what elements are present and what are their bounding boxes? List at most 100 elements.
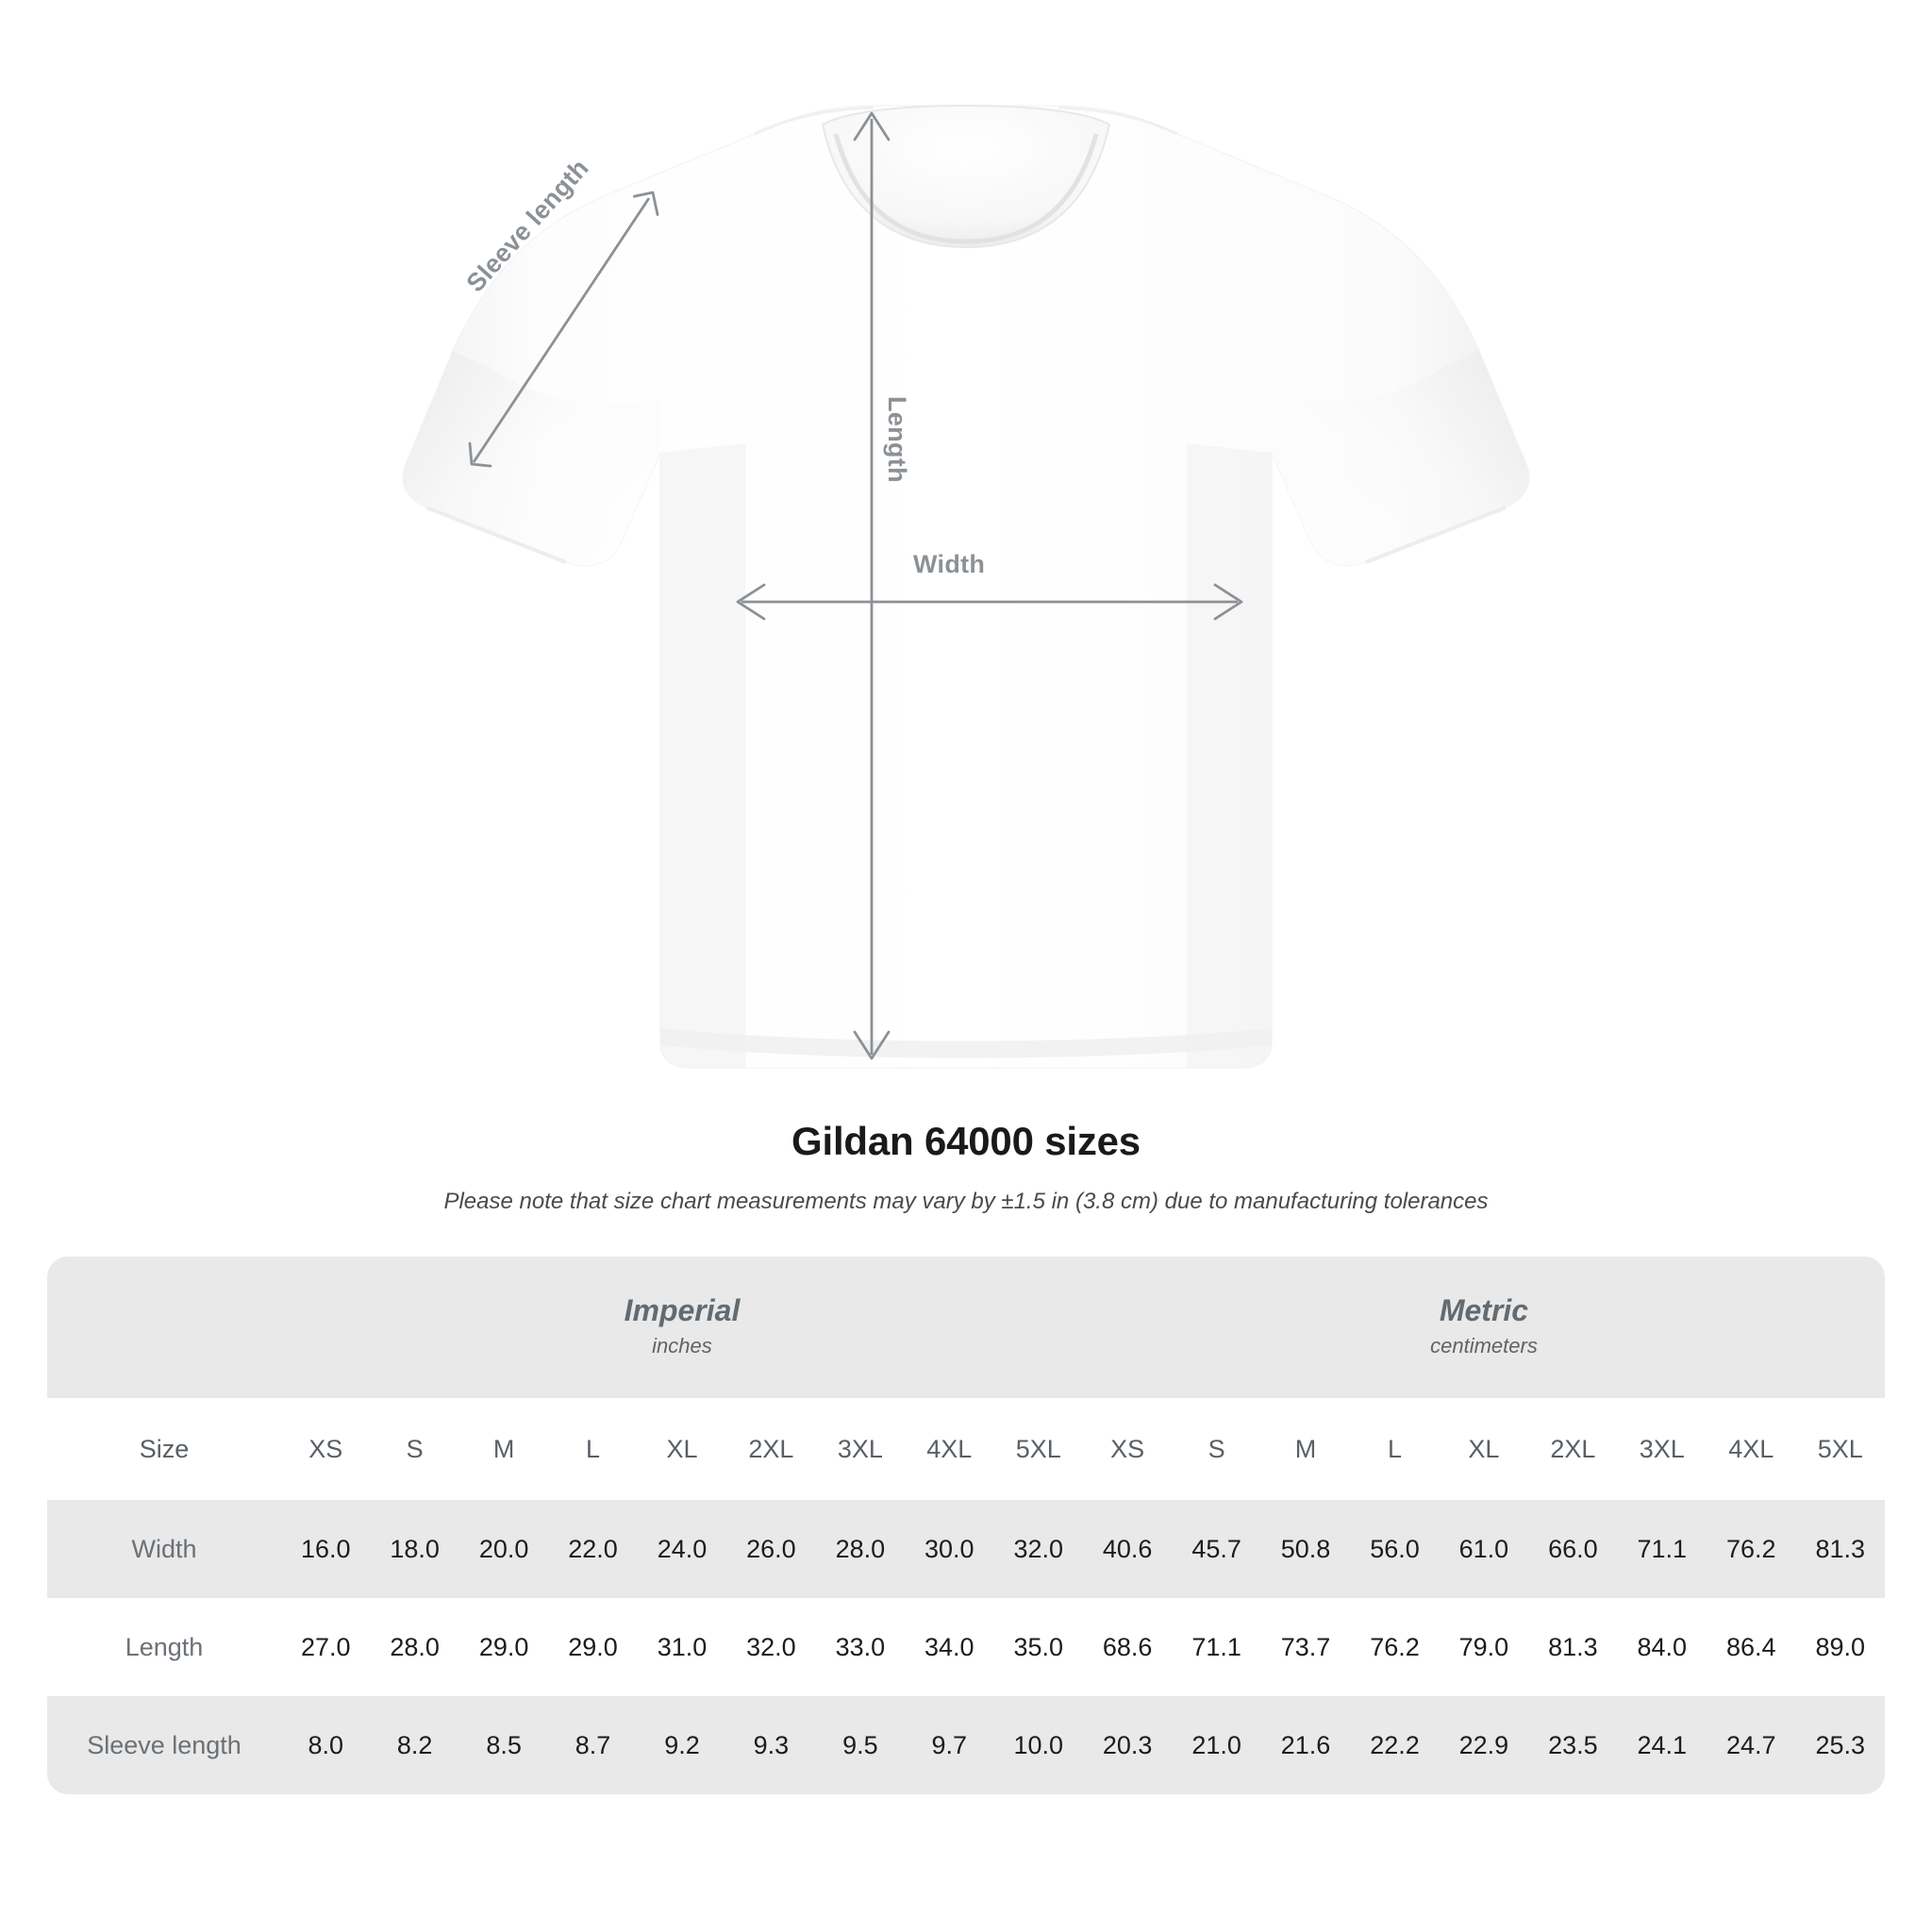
page-title: Gildan 64000 sizes <box>791 1119 1141 1163</box>
unit-group-sublabel: inches <box>652 1334 712 1358</box>
unit-group-sublabel: centimeters <box>1430 1334 1538 1358</box>
cell-metric-2xl: 23.5 <box>1528 1696 1618 1794</box>
size-row-header: Size <box>47 1398 281 1500</box>
cell-metric-xs: 40.6 <box>1082 1500 1173 1598</box>
cell-imperial-l: 22.0 <box>548 1500 638 1598</box>
cell-metric-m: 50.8 <box>1260 1500 1351 1598</box>
cell-metric-s: 21.0 <box>1172 1696 1261 1794</box>
size-column-header-metric-xl: XL <box>1439 1398 1529 1500</box>
cell-imperial-xs: 27.0 <box>281 1598 371 1696</box>
shirt-silhouette <box>402 104 1530 1069</box>
cell-imperial-l: 29.0 <box>548 1598 638 1696</box>
cell-imperial-5xl: 35.0 <box>993 1598 1083 1696</box>
unit-banner-row: Imperial inches Metric centimeters <box>47 1257 1885 1398</box>
cell-metric-xl: 22.9 <box>1439 1696 1529 1794</box>
cell-metric-4xl: 76.2 <box>1707 1500 1796 1598</box>
cell-imperial-3xl: 9.5 <box>815 1696 906 1794</box>
size-column-header-metric-2xl: 2XL <box>1528 1398 1618 1500</box>
unit-group-metric: Metric centimeters <box>1082 1257 1885 1398</box>
cell-imperial-2xl: 32.0 <box>726 1598 816 1696</box>
length-dimension-label: Length <box>883 396 911 483</box>
cell-imperial-4xl: 34.0 <box>905 1598 994 1696</box>
cell-metric-m: 21.6 <box>1260 1696 1351 1794</box>
dimension-arrows <box>468 111 1243 1060</box>
size-header-row: Size XS S M L XL 2XL 3XL 4XL 5XL XS S M L XL 2XL 3XL 4XL 5… <box>47 1398 1885 1500</box>
sleeve-length-arrow <box>468 191 659 468</box>
cell-imperial-3xl: 33.0 <box>815 1598 906 1696</box>
cell-imperial-s: 8.2 <box>370 1696 459 1794</box>
cell-metric-m: 73.7 <box>1260 1598 1351 1696</box>
cell-metric-4xl: 86.4 <box>1707 1598 1796 1696</box>
cell-imperial-m: 8.5 <box>458 1696 549 1794</box>
width-dimension-label: Width <box>913 550 986 578</box>
cell-metric-xl: 79.0 <box>1439 1598 1529 1696</box>
size-column-header-imperial-4xl: 4XL <box>905 1398 994 1500</box>
cell-metric-l: 56.0 <box>1350 1500 1440 1598</box>
measurement-row-label: Width <box>47 1500 281 1598</box>
cell-metric-5xl: 89.0 <box>1795 1598 1885 1696</box>
cell-imperial-xl: 9.2 <box>637 1696 727 1794</box>
tshirt-graphic <box>402 104 1530 1069</box>
cell-imperial-3xl: 28.0 <box>815 1500 906 1598</box>
cell-imperial-xl: 24.0 <box>637 1500 727 1598</box>
cell-metric-l: 76.2 <box>1350 1598 1440 1696</box>
cell-imperial-4xl: 9.7 <box>905 1696 994 1794</box>
unit-group-imperial: Imperial inches <box>281 1257 1083 1398</box>
measurement-row-label: Length <box>47 1598 281 1696</box>
size-table-container: Imperial inches Metric centimeters Size XS S M L… <box>47 1257 1885 1794</box>
table-row: Sleeve length 8.0 8.2 8.5 8.7 9.2 9.3 9.5 9.7 10.… <box>47 1696 1885 1794</box>
unit-group-name: Imperial <box>624 1293 741 1328</box>
cell-metric-3xl: 24.1 <box>1617 1696 1707 1794</box>
cell-imperial-2xl: 26.0 <box>726 1500 816 1598</box>
cell-imperial-m: 20.0 <box>458 1500 549 1598</box>
cell-metric-xs: 20.3 <box>1082 1696 1173 1794</box>
table-row: Length 27.0 28.0 29.0 29.0 31.0 32.0 33.0 34.0 35… <box>47 1598 1885 1696</box>
cell-metric-xl: 61.0 <box>1439 1500 1529 1598</box>
size-column-header-metric-s: S <box>1172 1398 1261 1500</box>
unit-group-name: Metric <box>1439 1293 1529 1328</box>
size-column-header-imperial-xl: XL <box>637 1398 727 1500</box>
measurement-row-label: Sleeve length <box>47 1696 281 1794</box>
cell-imperial-5xl: 32.0 <box>993 1500 1083 1598</box>
cell-imperial-4xl: 30.0 <box>905 1500 994 1598</box>
cell-metric-l: 22.2 <box>1350 1696 1440 1794</box>
cell-metric-3xl: 84.0 <box>1617 1598 1707 1696</box>
size-column-header-imperial-l: L <box>548 1398 638 1500</box>
cell-imperial-s: 28.0 <box>370 1598 459 1696</box>
cell-metric-s: 45.7 <box>1172 1500 1261 1598</box>
cell-imperial-xs: 16.0 <box>281 1500 371 1598</box>
size-column-header-imperial-5xl: 5XL <box>993 1398 1083 1500</box>
size-column-header-metric-3xl: 3XL <box>1617 1398 1707 1500</box>
size-column-header-imperial-3xl: 3XL <box>815 1398 906 1500</box>
size-chart-header: Gildan 64000 sizes Please note that size… <box>0 1113 1932 1215</box>
size-column-header-imperial-s: S <box>370 1398 459 1500</box>
cell-metric-5xl: 81.3 <box>1795 1500 1885 1598</box>
cell-imperial-xs: 8.0 <box>281 1696 371 1794</box>
cell-metric-2xl: 66.0 <box>1528 1500 1618 1598</box>
size-column-header-metric-xs: XS <box>1082 1398 1173 1500</box>
size-column-header-metric-m: M <box>1260 1398 1351 1500</box>
size-column-header-metric-5xl: 5XL <box>1795 1398 1885 1500</box>
cell-imperial-m: 29.0 <box>458 1598 549 1696</box>
size-column-header-metric-l: L <box>1350 1398 1440 1500</box>
size-chart-table: Imperial inches Metric centimeters Size XS S M L… <box>47 1257 1885 1794</box>
tshirt-illustration-panel: Sleeve length Length Width <box>402 104 1530 1069</box>
cell-metric-2xl: 81.3 <box>1528 1598 1618 1696</box>
cell-metric-5xl: 25.3 <box>1795 1696 1885 1794</box>
cell-metric-4xl: 24.7 <box>1707 1696 1796 1794</box>
size-column-header-imperial-xs: XS <box>281 1398 371 1500</box>
table-row: Width 16.0 18.0 20.0 22.0 24.0 26.0 28.0 30.0 32.… <box>47 1500 1885 1598</box>
size-column-header-imperial-m: M <box>458 1398 549 1500</box>
size-column-header-metric-4xl: 4XL <box>1707 1398 1796 1500</box>
length-arrow <box>853 111 891 1060</box>
cell-metric-s: 71.1 <box>1172 1598 1261 1696</box>
cell-metric-xs: 68.6 <box>1082 1598 1173 1696</box>
cell-imperial-xl: 31.0 <box>637 1598 727 1696</box>
tolerance-note: Please note that size chart measurements… <box>443 1189 1489 1214</box>
width-arrow <box>736 583 1243 621</box>
cell-imperial-l: 8.7 <box>548 1696 638 1794</box>
unit-banner-spacer <box>47 1257 281 1398</box>
cell-metric-3xl: 71.1 <box>1617 1500 1707 1598</box>
cell-imperial-s: 18.0 <box>370 1500 459 1598</box>
cell-imperial-5xl: 10.0 <box>993 1696 1083 1794</box>
